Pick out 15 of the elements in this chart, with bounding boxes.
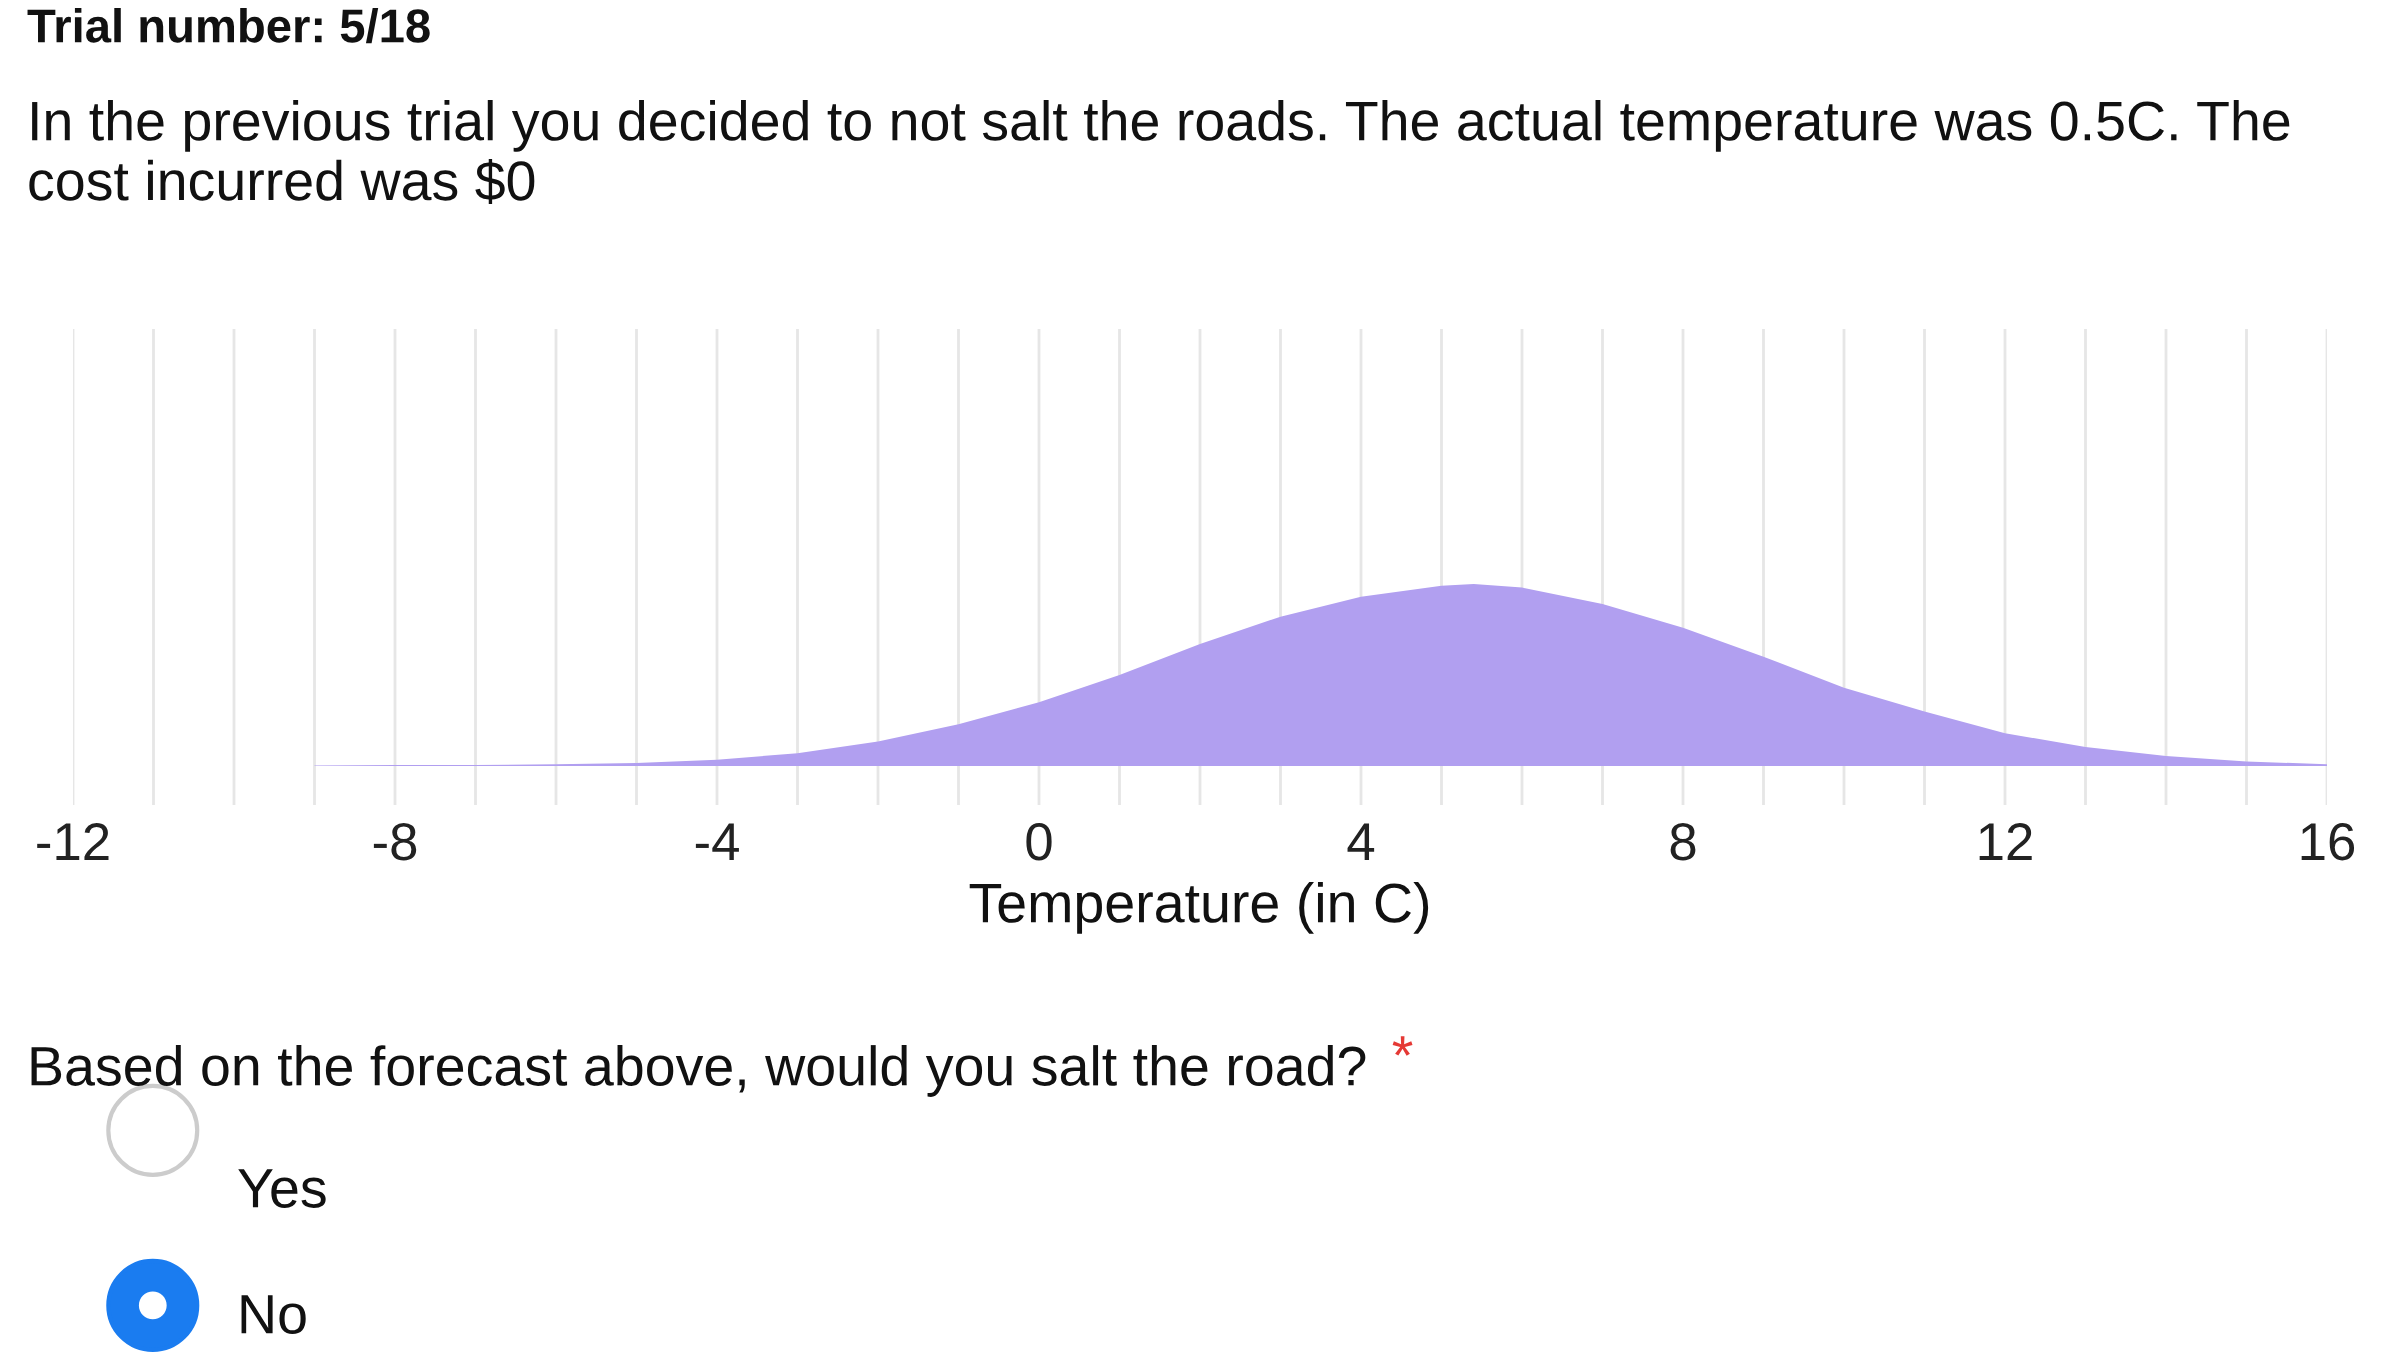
x-tick-label: -12 — [37, 823, 109, 860]
text: Based on the forecast above, would you salt the road? — [31, 1045, 1366, 1097]
chart-title: Trial number: 5/18 — [27, 8, 430, 44]
text: Yes — [238, 1169, 326, 1208]
x-tick-label: 12 — [1979, 823, 2032, 860]
x-tick-label: -8 — [373, 823, 417, 861]
x-axis-title: Temperature (in C) — [969, 881, 1429, 934]
chart-subtitle: In the previous trial you decided to not salt the roads. The actual temperature was 0.5C. The cost incurred was $0 — [29, 100, 2290, 204]
x-tick-label: 8 — [1670, 823, 1696, 861]
x-tick-label: 0 — [1026, 823, 1052, 861]
x-tick-label: -4 — [695, 823, 739, 860]
text: * — [1392, 1036, 1413, 1056]
text: No — [241, 1295, 306, 1334]
x-tick-label: 4 — [1347, 823, 1375, 860]
x-tick-label: 16 — [2301, 823, 2355, 861]
